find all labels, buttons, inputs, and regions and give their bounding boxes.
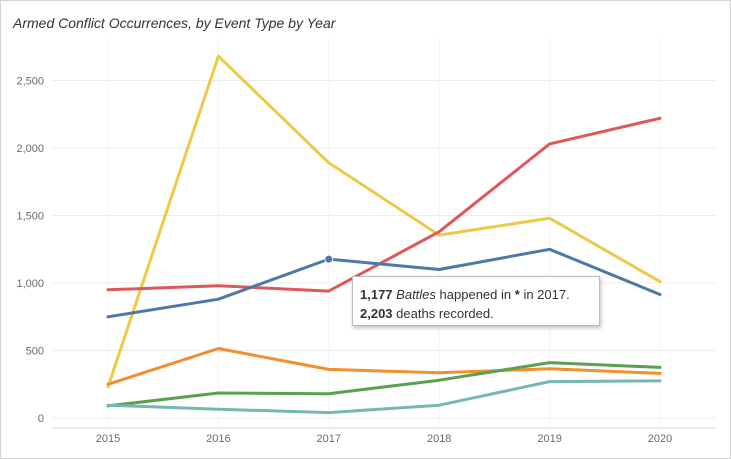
y-tick-label: 1,000	[16, 278, 44, 290]
chart-title: Armed Conflict Occurrences, by Event Typ…	[13, 15, 336, 31]
y-tick-label: 2,000	[16, 143, 44, 155]
tooltip-count: 1,177	[360, 287, 393, 302]
tooltip-line-2: 2,203 deaths recorded.	[360, 304, 599, 323]
series-line-0[interactable]	[106, 54, 662, 389]
tooltip-line-1: 1,177 Battles happened in * in 2017.	[360, 285, 599, 304]
series-line-5[interactable]	[106, 379, 662, 415]
series-line-3[interactable]	[106, 347, 662, 386]
tooltip-text-year: in 2017.	[523, 287, 570, 302]
series-lines	[106, 54, 662, 415]
tooltip-event-type: Battles	[396, 287, 436, 302]
x-tick-label: 2017	[317, 433, 341, 445]
x-tick-label: 2016	[206, 433, 230, 445]
x-tick-label: 2015	[96, 433, 120, 445]
y-tick-label: 1,500	[16, 211, 44, 223]
y-tick-label: 500	[26, 346, 44, 358]
x-tick-label: 2019	[537, 433, 561, 445]
tooltip-text-deaths: deaths recorded.	[396, 306, 494, 321]
series-line-1[interactable]	[106, 116, 662, 293]
tooltip-location: *	[514, 287, 520, 302]
y-tick-label: 2,500	[16, 76, 44, 88]
highlight-point[interactable]	[324, 254, 334, 264]
tooltip-deaths: 2,203	[360, 306, 393, 321]
highlight-marks	[324, 254, 334, 264]
series-line-2[interactable]	[106, 247, 662, 319]
y-axis-ticks: 0 500 1,000 1,500 2,000 2,500	[16, 76, 44, 426]
x-tick-label: 2020	[648, 433, 672, 445]
tooltip: 1,177 Battles happened in * in 2017. 2,2…	[352, 276, 600, 326]
x-tick-label: 2018	[427, 433, 451, 445]
x-axis-ticks: 2015 2016 2017 2018 2019 2020	[96, 433, 672, 445]
tooltip-text-happened: happened in	[439, 287, 512, 302]
series-line-4[interactable]	[106, 361, 662, 408]
y-tick-label: 0	[38, 413, 44, 425]
